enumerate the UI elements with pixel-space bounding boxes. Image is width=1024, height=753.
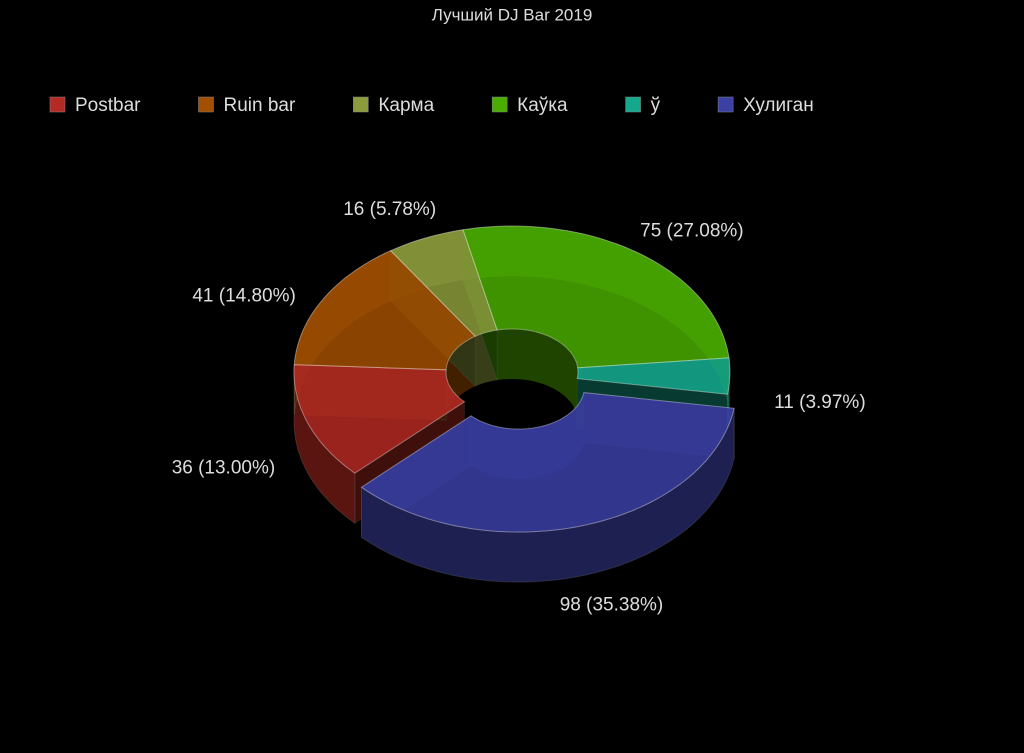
legend-swatch bbox=[491, 96, 508, 113]
chart-title: Лучший DJ Bar 2019 bbox=[432, 5, 593, 24]
data-label: 11 (3.97%) bbox=[774, 392, 866, 413]
legend-label: Postbar bbox=[75, 95, 141, 116]
legend-swatch bbox=[353, 96, 369, 113]
tops bbox=[293, 225, 735, 533]
legend-swatch bbox=[717, 96, 734, 113]
legend-swatch bbox=[625, 96, 641, 113]
legend: Postbar Ruin bar Карма Каўка ў Хулиган bbox=[49, 95, 814, 116]
data-label: 36 (13.00%) bbox=[172, 457, 276, 478]
inner-wall bbox=[497, 329, 578, 418]
legend-label: ў bbox=[651, 95, 661, 116]
data-label: 98 (35.38%) bbox=[560, 595, 664, 616]
legend-swatch bbox=[49, 96, 66, 113]
slice bbox=[576, 357, 731, 395]
legend-label: Хулиган bbox=[743, 95, 814, 116]
legend-label: Карма bbox=[378, 95, 434, 116]
data-label: 16 (5.78%) bbox=[343, 199, 436, 220]
data-label: 41 (14.80%) bbox=[192, 285, 296, 306]
data-label: 75 (27.08%) bbox=[640, 220, 744, 241]
legend-label: Каўка bbox=[517, 95, 568, 116]
legend-swatch bbox=[198, 96, 214, 113]
slice bbox=[360, 392, 735, 533]
legend-label: Ruin bar bbox=[223, 95, 295, 116]
outer-wall bbox=[361, 408, 735, 583]
